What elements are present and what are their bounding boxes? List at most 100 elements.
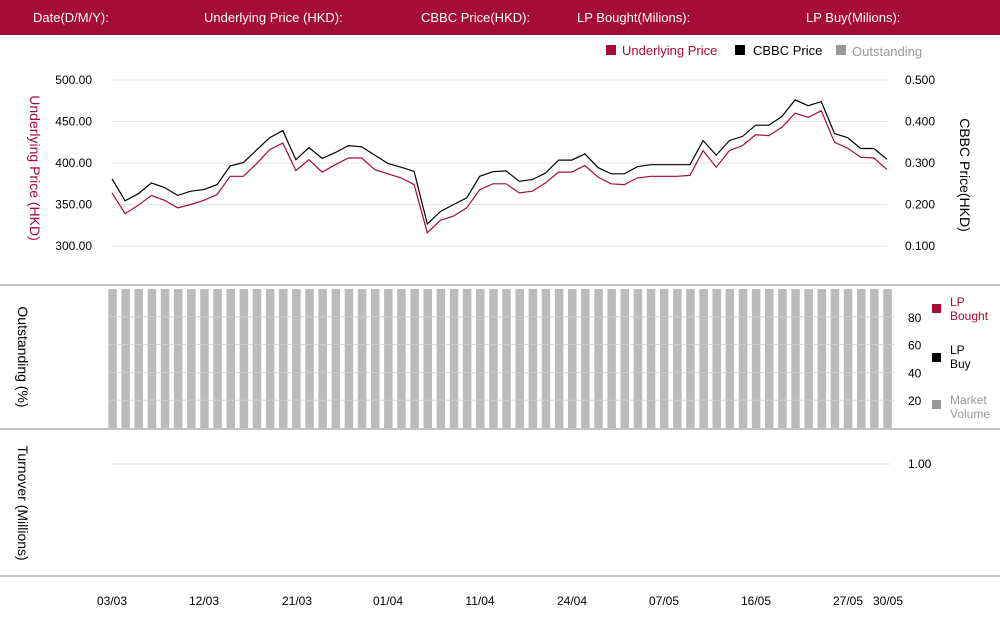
outstanding-bar (344, 289, 354, 428)
right-tick-label: 0.200 (905, 198, 935, 212)
x-tick-label: 16/05 (741, 594, 771, 608)
legend-lp-buy-line2: Buy (950, 357, 971, 371)
x-tick-label: 11/04 (465, 594, 494, 608)
legend-label-outstanding: Outstanding (852, 44, 922, 59)
left-tick-label: 450.00 (55, 115, 92, 129)
x-tick-label: 07/05 (649, 594, 679, 608)
right-tick-label: 0.300 (905, 156, 935, 170)
info-header: Date(D/M/Y): Underlying Price (HKD): CBB… (0, 0, 1000, 35)
x-tick-label: 01/04 (373, 594, 403, 608)
right-tick-label: 0.500 (905, 73, 935, 87)
outstanding-bar (423, 289, 432, 428)
legend-item-lp-buy[interactable]: LP Buy (932, 343, 971, 371)
outstanding-bar (397, 289, 406, 428)
outstanding-bar (502, 289, 511, 428)
outstanding-bar (817, 289, 827, 428)
outstanding-bar (213, 289, 222, 428)
outstanding-bar (331, 289, 341, 428)
outstanding-bar (173, 289, 183, 428)
outstanding-tick-label: 20 (908, 394, 922, 408)
x-tick-label: 27/05 (833, 594, 863, 608)
outstanding-bar (476, 289, 485, 428)
outstanding-bar (633, 289, 643, 428)
outstanding-bar (686, 289, 695, 428)
outstanding-bar (568, 289, 577, 428)
outstanding-bar (371, 289, 380, 428)
outstanding-bar (528, 289, 538, 428)
outstanding-bar (436, 289, 446, 428)
outstanding-tick-label: 40 (908, 366, 922, 380)
left-axis-title: Underlying Price (HKD) (27, 95, 43, 240)
outstanding-bar (843, 289, 853, 428)
legend-label-lp-buy: LP Buy (950, 343, 971, 371)
right-tick-label: 0.100 (905, 239, 935, 253)
legend-item-cbbc[interactable]: CBBC Price (735, 43, 822, 58)
outstanding-bar (252, 289, 262, 428)
outstanding-bar (410, 289, 419, 428)
outstanding-bar (673, 289, 682, 428)
outstanding-bar (804, 289, 813, 428)
legend-swatch-lp-buy (932, 353, 941, 362)
x-axis-labels: 03/03 12/03 21/03 01/04 11/04 24/04 07/05 16/05… (97, 594, 903, 608)
legend-swatch-outstanding (836, 45, 846, 55)
outstanding-bar (594, 289, 603, 428)
outstanding-bar (554, 289, 564, 428)
x-tick-label: 03/03 (97, 594, 127, 608)
x-tick-label: 30/05 (873, 594, 903, 608)
outstanding-axis-title: Outstanding (%) (15, 306, 31, 407)
outstanding-bar (620, 289, 629, 428)
legend-swatch-cbbc (735, 45, 745, 55)
lp-buy-label: LP Buy(Milions): (806, 10, 901, 25)
outstanding-bar (134, 289, 143, 428)
date-label: Date(D/M/Y): (33, 10, 109, 25)
legend-market-volume-line1: Market (950, 393, 987, 407)
outstanding-bar (883, 289, 892, 428)
outstanding-bar (830, 289, 840, 428)
cbbc-price-line (111, 99, 888, 226)
x-tick-label: 12/03 (189, 594, 219, 608)
outstanding-bar (147, 289, 157, 428)
turnover-axis-title: Turnover (Millions) (15, 445, 31, 560)
outstanding-bar (239, 289, 249, 428)
outstanding-bar (659, 289, 669, 428)
outstanding-bar (279, 289, 288, 428)
outstanding-bar (226, 289, 235, 428)
outstanding-bar (738, 289, 748, 428)
legend-item-underlying[interactable]: Underlying Price (606, 43, 717, 58)
legend-item-market-volume[interactable]: Market Volume (932, 393, 990, 421)
cbbc-price-label: CBBC Price(HKD): (421, 10, 531, 25)
outstanding-bar (200, 289, 209, 428)
outstanding-bar (607, 289, 616, 428)
legend-market-volume-line2: Volume (950, 407, 990, 421)
left-tick-label: 300.00 (55, 239, 92, 253)
price-tick-labels: 300.00 350.00 400.00 450.00 500.00 0.100 0.200… (55, 73, 935, 253)
left-tick-label: 350.00 (55, 198, 92, 212)
outstanding-tick-label: 60 (908, 339, 922, 353)
lp-bought-label: LP Bought(Milions): (577, 10, 691, 25)
outstanding-bar (778, 289, 787, 428)
legend-lp-buy-line1: LP (950, 343, 965, 357)
outstanding-bar (857, 289, 866, 428)
outstanding-bar (751, 289, 761, 428)
legend-swatch-market-volume (932, 400, 941, 409)
turnover-tick-label: 1.00 (908, 457, 932, 471)
legend-lp-bought-line2: Bought (950, 309, 989, 323)
outstanding-bar (515, 289, 524, 428)
outstanding-bar (462, 289, 472, 428)
underlying-price-line (111, 109, 888, 234)
outstanding-bar (384, 289, 393, 428)
right-tick-label: 0.400 (905, 115, 935, 129)
outstanding-bar (121, 289, 130, 428)
outstanding-bar (791, 289, 800, 428)
outstanding-bar (870, 289, 879, 428)
legend-item-outstanding[interactable]: Outstanding (836, 44, 922, 59)
outstanding-bar (541, 289, 551, 428)
left-tick-label: 400.00 (55, 156, 92, 170)
legend-item-lp-bought[interactable]: LP Bought (932, 295, 989, 323)
x-tick-label: 21/03 (282, 594, 312, 608)
legend-swatch-lp-bought (932, 304, 941, 313)
outstanding-bar (187, 289, 196, 428)
outstanding-bar (765, 289, 774, 428)
volume-legend: LP Bought LP Buy Market Volume (932, 295, 990, 421)
